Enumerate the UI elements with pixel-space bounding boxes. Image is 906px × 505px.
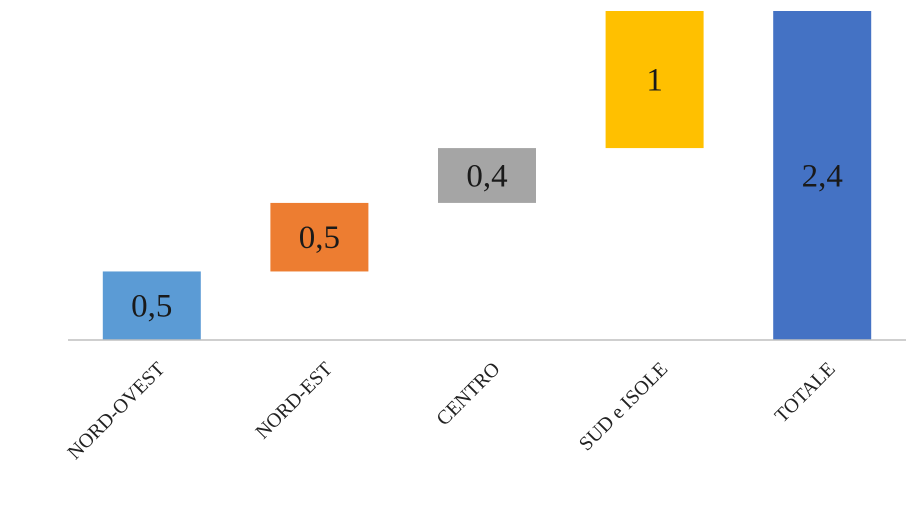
x-tick-label: SUD e ISOLE — [575, 358, 672, 455]
bar-centro — [438, 148, 536, 203]
x-tick-label: TOTALE — [771, 358, 840, 427]
bar-nord-ovest — [102, 271, 201, 340]
bar-sud-e-isole — [605, 11, 704, 149]
bars-layer: 0,5 0,5 0,4 1 2,4 — [102, 11, 872, 340]
x-tick-label: NORD-EST — [251, 358, 336, 443]
data-label: 2,4 — [802, 159, 843, 195]
bar-totale — [773, 11, 872, 340]
data-label: 0,5 — [299, 220, 340, 256]
bar-nord-est — [270, 202, 369, 272]
data-label: 0,4 — [466, 159, 507, 195]
data-label: 0,5 — [131, 289, 172, 325]
x-tick-label: CENTRO — [432, 358, 504, 430]
x-tick-labels: NORD-OVEST NORD-EST CENTRO SUD e ISOLE TOTAL… — [63, 358, 839, 464]
data-label: 1 — [646, 63, 663, 99]
x-tick-label: NORD-OVEST — [63, 358, 169, 464]
